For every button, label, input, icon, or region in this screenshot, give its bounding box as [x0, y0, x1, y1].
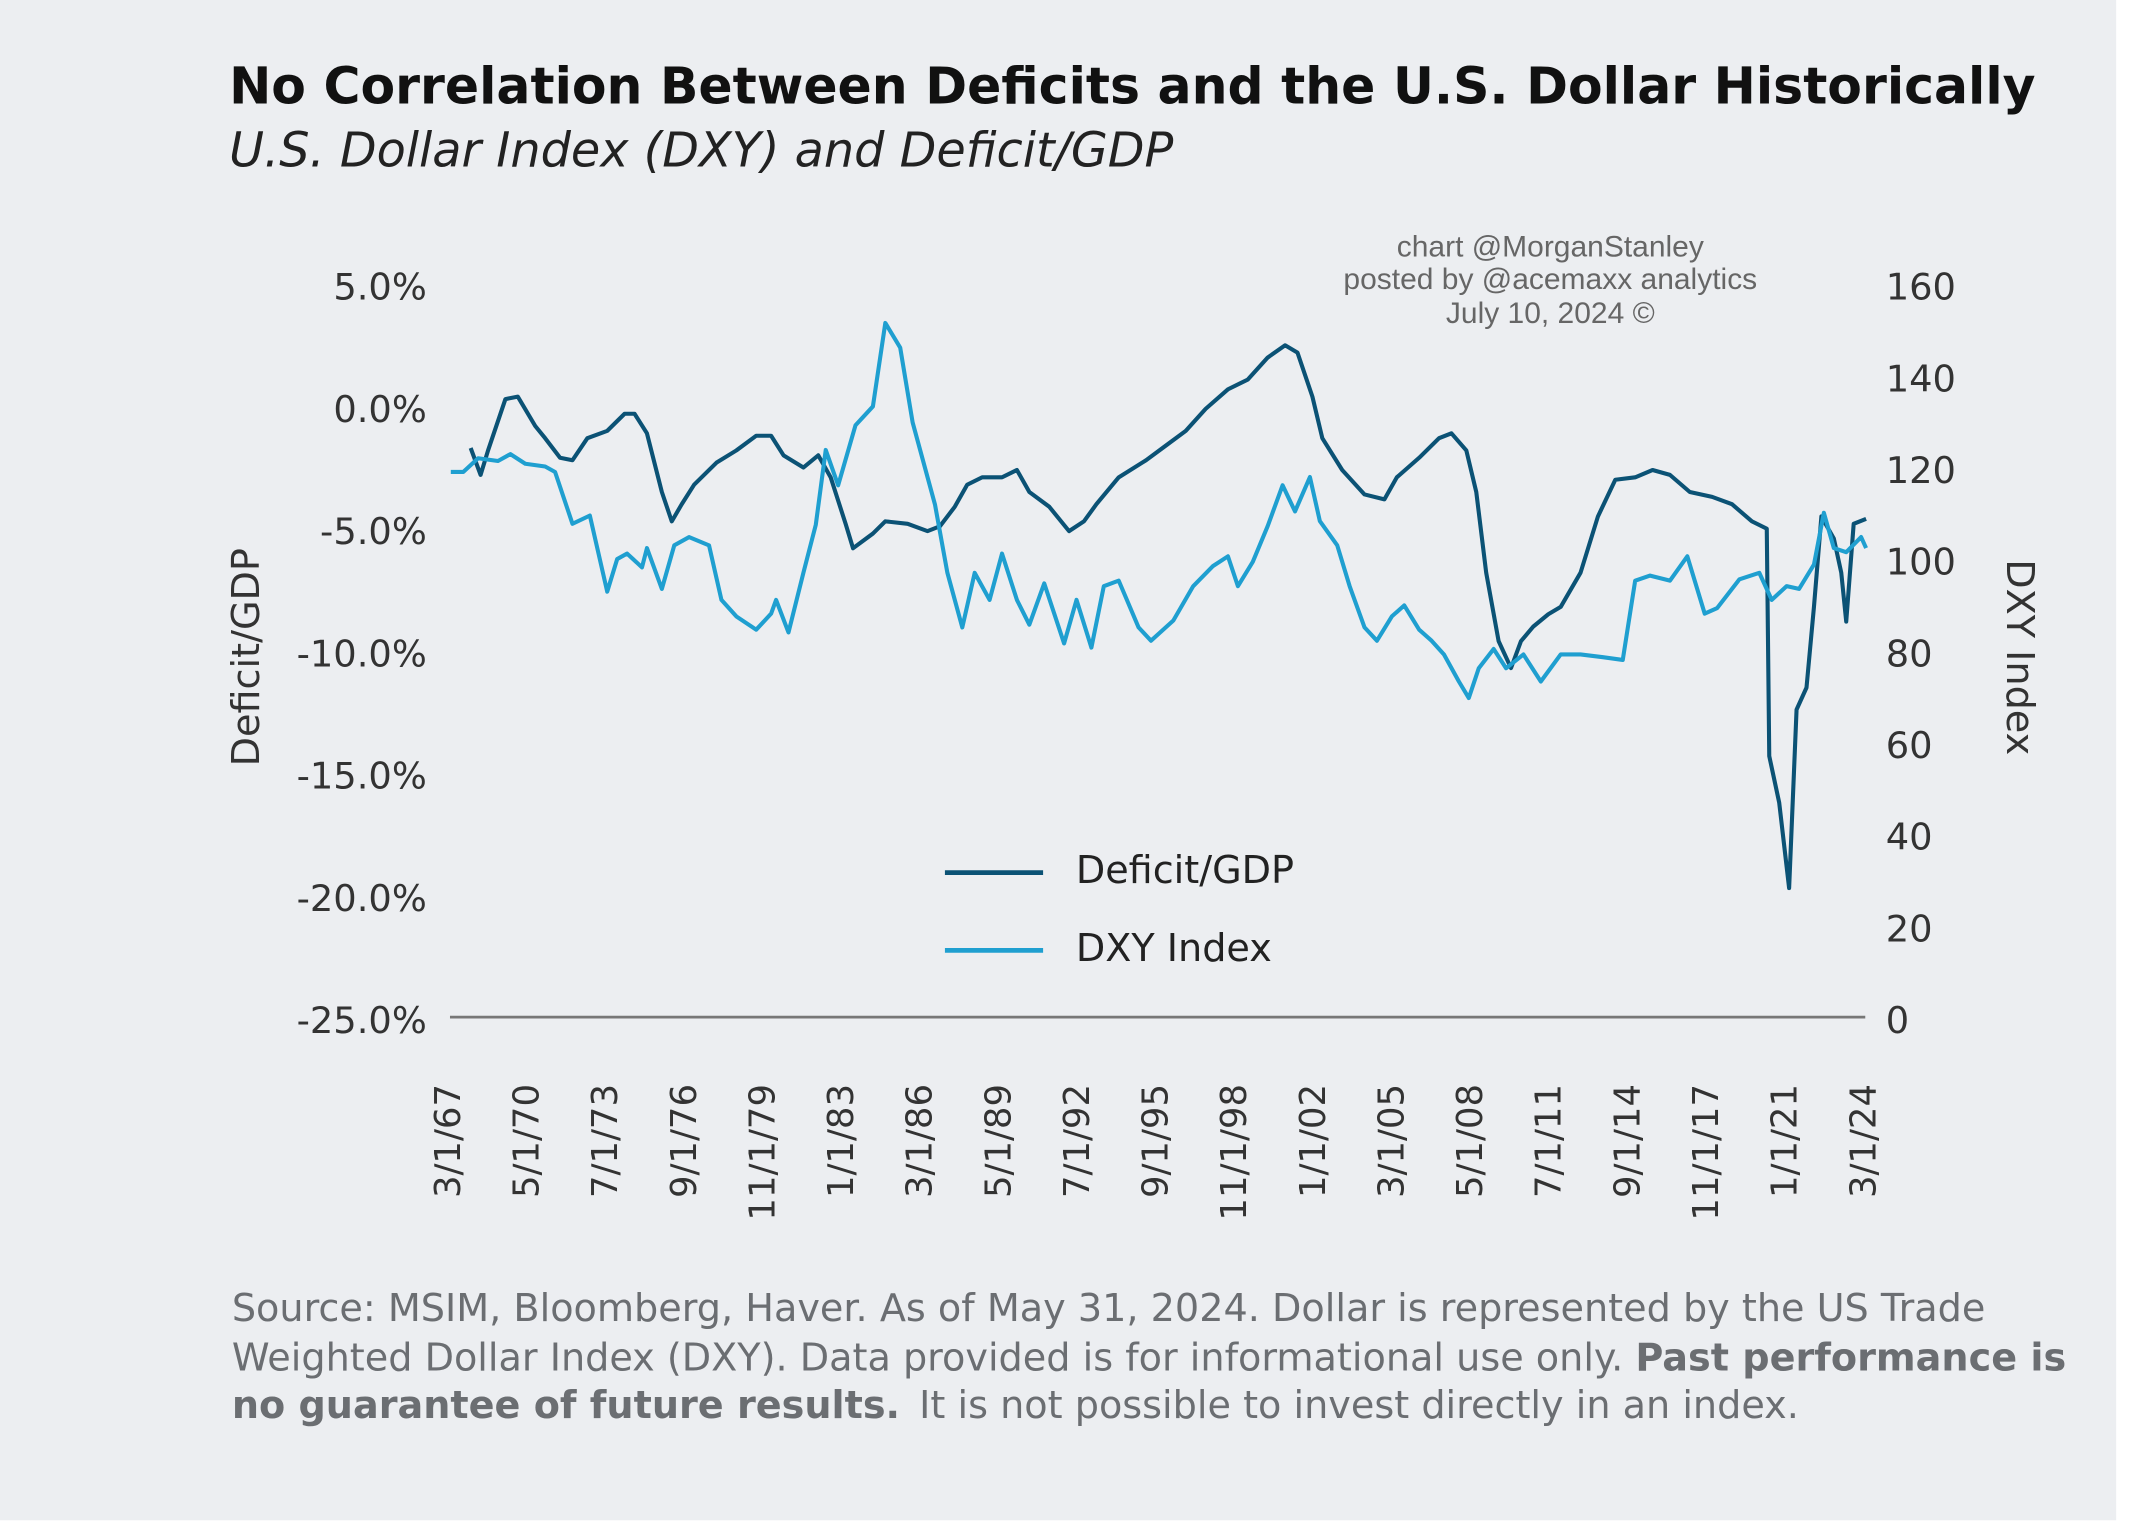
y2-tick-label: 40 — [1886, 816, 1933, 859]
x-tick-label: 11/1/79 — [742, 1084, 783, 1221]
footnote: no guarantee of future results. It is not… — [232, 1384, 1799, 1428]
y2-axis-title: DXY Index — [1997, 559, 2041, 755]
y2-tick-label: 160 — [1886, 266, 1956, 309]
y2-tick-label: 60 — [1886, 724, 1933, 767]
y2-tick-label: 100 — [1886, 541, 1956, 584]
x-tick-label: 1/1/83 — [821, 1084, 862, 1198]
y2-tick-label: 120 — [1886, 449, 1956, 492]
y-tick-label: -5.0% — [320, 510, 427, 553]
y-tick-label: 5.0% — [333, 266, 426, 309]
watermark: chart @MorganStanley — [1397, 230, 1704, 263]
x-tick-label: 1/1/02 — [1293, 1084, 1334, 1198]
footnote-bold: Past performance is — [1635, 1336, 2066, 1380]
y-tick-label: -20.0% — [297, 877, 427, 920]
watermark: posted by @acemaxx analytics — [1343, 263, 1757, 296]
footnote-bold: no guarantee of future results. — [232, 1384, 900, 1428]
x-tick-label: 5/1/70 — [507, 1084, 548, 1198]
data-line — [450, 320, 1868, 701]
x-tick-label: 3/1/05 — [1372, 1084, 1413, 1198]
x-tick-label: 9/1/95 — [1136, 1084, 1177, 1198]
x-tick-label: 7/1/73 — [585, 1084, 626, 1198]
x-tick-label: 3/1/86 — [900, 1084, 941, 1198]
y2-tick-label: 20 — [1886, 907, 1933, 950]
x-tick-label: 3/1/67 — [428, 1084, 469, 1198]
footnote: Source: MSIM, Bloomberg, Haver. As of Ma… — [232, 1287, 1986, 1331]
x-tick-label: 5/1/89 — [978, 1084, 1019, 1198]
x-tick-label: 11/1/98 — [1214, 1084, 1255, 1221]
legend-label: Deficit/GDP — [1076, 849, 1294, 893]
x-tick-label: 9/1/76 — [664, 1084, 705, 1198]
x-tick-label: 1/1/21 — [1765, 1084, 1806, 1198]
chart-title: No Correlation Between Deficits and the … — [229, 57, 2035, 116]
y2-tick-label: 140 — [1886, 357, 1956, 400]
y-tick-label: -25.0% — [297, 999, 427, 1042]
y2-tick-label: 0 — [1886, 999, 1909, 1042]
chart-background — [0, 0, 2117, 1521]
chart-subtitle: U.S. Dollar Index (DXY) and Deficit/GDP — [229, 123, 1173, 178]
y-tick-label: -10.0% — [297, 632, 427, 675]
y-axis-title: Deficit/GDP — [225, 548, 269, 766]
footnote: It is not possible to invest directly in… — [919, 1384, 1799, 1428]
y-tick-label: -15.0% — [297, 755, 427, 798]
data-line — [468, 343, 1867, 891]
x-tick-label: 7/1/11 — [1529, 1084, 1570, 1198]
x-tick-label: 9/1/14 — [1607, 1084, 1648, 1198]
x-tick-label: 5/1/08 — [1450, 1084, 1491, 1198]
legend-label: DXY Index — [1076, 927, 1272, 971]
x-tick-label: 11/1/17 — [1686, 1084, 1727, 1221]
y-tick-label: 0.0% — [333, 388, 426, 431]
footnote: Weighted Dollar Index (DXY). Data provid… — [232, 1336, 1623, 1380]
x-tick-label: 3/1/24 — [1843, 1084, 1884, 1198]
y2-tick-label: 80 — [1886, 632, 1933, 675]
x-tick-label: 7/1/92 — [1057, 1084, 1098, 1198]
footnote: Weighted Dollar Index (DXY). Data provid… — [232, 1336, 2066, 1380]
watermark: July 10, 2024 © — [1446, 297, 1655, 330]
